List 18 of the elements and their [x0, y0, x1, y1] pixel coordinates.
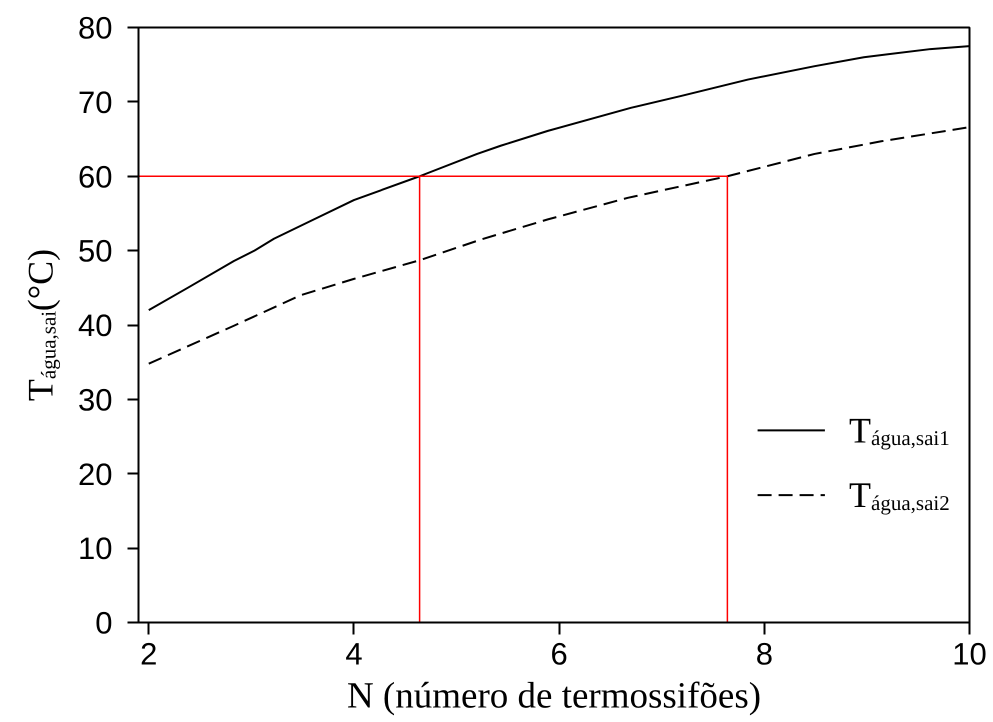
x-axis-title: N (número de termossifões) [346, 676, 762, 716]
y-tick-label: 50 [78, 234, 113, 269]
x-tick-label: 10 [952, 636, 987, 672]
y-tick-label: 30 [78, 382, 113, 418]
y-axis-title: Tágua,sai(°C) [20, 248, 60, 402]
y-tick-label: 60 [78, 159, 113, 194]
x-tick-label: 4 [345, 636, 363, 672]
y-tick-label: 80 [78, 10, 113, 46]
y-tick-label: 40 [78, 308, 113, 343]
y-tick-label: 10 [78, 531, 113, 566]
y-tick-label: 20 [78, 456, 113, 492]
x-tick-label: 8 [756, 636, 773, 672]
x-tick-label: 2 [140, 636, 158, 672]
x-tick-label: 6 [550, 636, 568, 672]
legend-label: Tágua,sai2 [849, 475, 950, 516]
legend-label: Tágua,sai1 [849, 410, 950, 450]
y-tick-label: 70 [78, 84, 113, 120]
y-tick-label: 0 [95, 606, 113, 640]
